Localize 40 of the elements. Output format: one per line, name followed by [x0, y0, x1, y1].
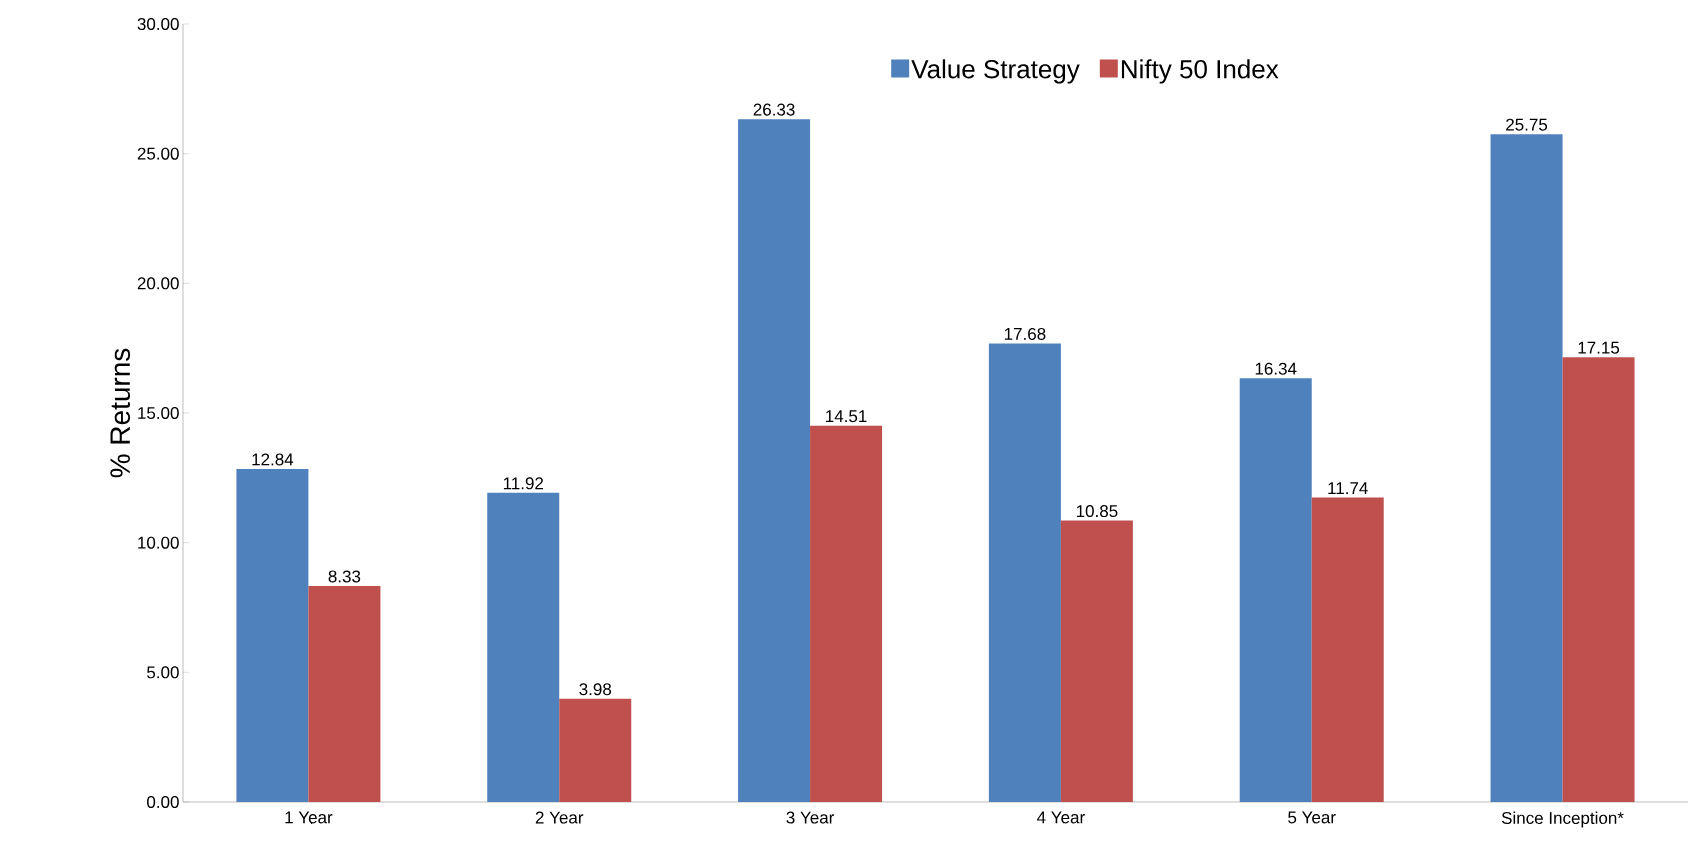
bar — [1239, 378, 1312, 802]
data-label: 8.33 — [328, 570, 361, 583]
bar — [988, 343, 1061, 802]
bar — [559, 698, 632, 802]
data-label: 10.85 — [1076, 505, 1118, 518]
x-tick-label: 3 Year — [786, 811, 835, 824]
y-tick-label: 25.00 — [137, 147, 179, 160]
y-tick-label: 30.00 — [137, 17, 179, 31]
data-label: 16.34 — [1255, 362, 1297, 375]
data-label: 11.74 — [1328, 482, 1368, 495]
y-tick-label: 5.00 — [147, 666, 179, 679]
x-tick-label: 2 Year — [535, 811, 584, 824]
x-tick-label: 1 Year — [285, 811, 333, 824]
data-label: 17.68 — [1004, 327, 1046, 340]
bar — [236, 469, 309, 802]
x-tick-label: Since Inception* — [1501, 811, 1624, 828]
legend-label: Nifty 50 Index — [1121, 59, 1279, 84]
data-label: 3.98 — [579, 683, 612, 696]
data-label: 17.15 — [1578, 341, 1620, 354]
bar — [738, 119, 811, 802]
bar — [1490, 134, 1563, 802]
y-tick-label: 0.00 — [147, 795, 179, 809]
bar — [308, 585, 381, 802]
data-label: 25.75 — [1506, 118, 1548, 131]
data-label: 26.33 — [753, 103, 795, 116]
y-tick-label: 15.00 — [138, 406, 179, 420]
y-tick-label: 20.00 — [137, 277, 179, 290]
bar — [487, 492, 560, 802]
data-label: 12.84 — [252, 453, 294, 466]
x-tick-label: 4 Year — [1037, 811, 1085, 824]
data-label: 11.92 — [503, 477, 544, 490]
bar — [1060, 520, 1133, 802]
data-label: 14.51 — [826, 410, 867, 423]
legend-label: Value Strategy — [911, 59, 1080, 84]
y-tick-label: 10.00 — [138, 536, 179, 549]
bar — [1562, 357, 1635, 802]
bar — [810, 425, 883, 802]
x-tick-label: 5 Year — [1288, 811, 1336, 824]
bar — [1311, 497, 1384, 802]
y-axis-title: % Returns — [110, 348, 131, 478]
